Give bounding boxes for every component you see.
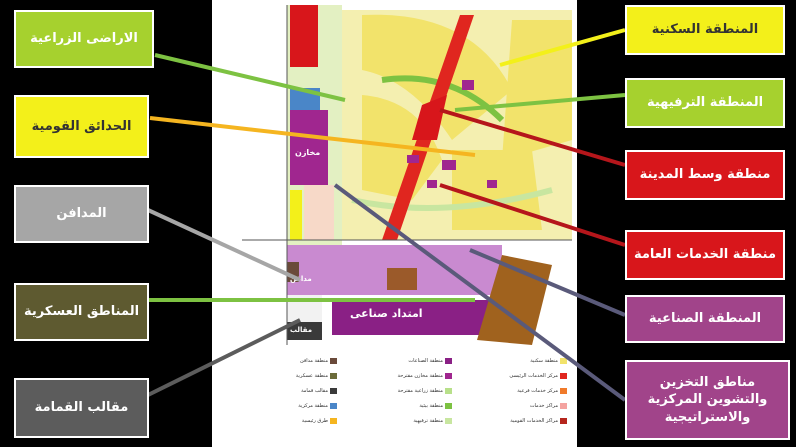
- legend-item: منطقة مخازن مقترحة: [398, 373, 452, 379]
- storage-map-label: مخازن: [295, 148, 321, 157]
- connector-storage: [333, 183, 627, 402]
- legend-text: مقالب قمامة: [301, 388, 328, 394]
- label-residential: المنطقة السكنية: [625, 5, 785, 55]
- legend-text: منطقة زراعية مقترحة: [397, 388, 443, 394]
- connector-agricultural: [154, 53, 346, 102]
- connector-cemeteries: [147, 208, 301, 282]
- legend-swatch: [445, 418, 452, 424]
- legend-swatch: [330, 418, 337, 424]
- legend-item: منطقة بيئية: [419, 403, 452, 409]
- label-storage: مناطق التخزين والتشوين المركزية والاسترا…: [625, 360, 790, 440]
- legend-text: منطقة عسكرية: [295, 373, 328, 379]
- legend-item: منطقة سكنية: [530, 358, 567, 364]
- legend-swatch: [560, 373, 567, 379]
- legend-text: طرق رئيسية: [301, 418, 328, 424]
- map-graphic: [212, 0, 577, 447]
- label-agricultural: الاراضى الزراعية: [14, 10, 154, 68]
- legend-swatch: [560, 358, 567, 364]
- legend-text: منطقة مدافن: [300, 358, 328, 364]
- label-parks: الحدائق القومية: [14, 95, 149, 158]
- legend-swatch: [330, 388, 337, 394]
- legend-text: مركز الخدمات الرئيسى: [509, 373, 558, 379]
- legend-swatch: [330, 403, 337, 409]
- legend-text: منطقة الصناعات: [408, 358, 443, 364]
- legend-swatch: [445, 388, 452, 394]
- legend-swatch: [445, 403, 452, 409]
- legend-swatch: [445, 373, 452, 379]
- map-legend: منطقة سكنية مركز الخدمات الرئيسى مركز خدما…: [215, 352, 575, 440]
- legend-item: مراكز الخدمات القومية: [510, 418, 567, 424]
- legend-text: منطقة سكنية: [530, 358, 558, 364]
- cemetery-map-label: مدافن: [290, 275, 312, 283]
- legend-swatch: [560, 418, 567, 424]
- connector-parks: [149, 116, 476, 157]
- legend-text: منطقة ترفيهية: [413, 418, 443, 424]
- legend-item: منطقة الصناعات: [408, 358, 452, 364]
- legend-swatch: [560, 388, 567, 394]
- legend-swatch: [330, 358, 337, 364]
- connector-recreational: [454, 93, 626, 112]
- industrial-extension-label: امتداد صناعى: [350, 307, 423, 320]
- label-recreational: المنطقة الترفيهية: [625, 78, 785, 128]
- label-military: المناطق العسكرية: [14, 283, 149, 341]
- legend-item: منطقة عسكرية: [296, 373, 337, 379]
- legend-item: منطقة مدافن: [300, 358, 337, 364]
- label-industrial: المنطقة الصناعية: [625, 295, 785, 343]
- legend-text: مراكز الخدمات القومية: [510, 418, 558, 424]
- label-dumps: مقالب القمامة: [14, 378, 149, 438]
- connector-dumps: [147, 318, 301, 397]
- connector-residential: [499, 28, 626, 67]
- dump-map-label: مقالب: [290, 326, 313, 334]
- label-public-services: منطقة الخدمات العامة: [625, 230, 785, 280]
- legend-item: مراكز خدمات: [530, 403, 567, 409]
- legend-swatch: [445, 358, 452, 364]
- connector-services: [439, 183, 626, 247]
- legend-item: منطقة زراعية مقترحة: [398, 388, 452, 394]
- connector-industrial: [469, 248, 626, 317]
- label-cemeteries: المدافن: [14, 185, 149, 243]
- label-downtown: منطقة وسط المدينة: [625, 150, 785, 200]
- legend-item: منطقة مركزية: [298, 403, 337, 409]
- legend-text: مراكز خدمات: [529, 403, 558, 409]
- connector-downtown: [439, 108, 626, 167]
- legend-text: منطقة مركزية: [298, 403, 328, 409]
- legend-swatch: [330, 373, 337, 379]
- legend-text: مركز خدمات فرعية: [517, 388, 558, 394]
- legend-item: مقالب قمامة: [301, 388, 337, 394]
- legend-item: طرق رئيسية: [302, 418, 337, 424]
- zoning-map: امتداد صناعى مخازن مدافن مقالب: [212, 0, 577, 447]
- legend-item: منطقة ترفيهية: [413, 418, 452, 424]
- legend-text: منطقة مخازن مقترحة: [397, 373, 443, 379]
- legend-item: مركز الخدمات الرئيسى: [509, 373, 567, 379]
- legend-text: منطقة بيئية: [419, 403, 443, 409]
- legend-item: مركز خدمات فرعية: [517, 388, 567, 394]
- legend-swatch: [560, 403, 567, 409]
